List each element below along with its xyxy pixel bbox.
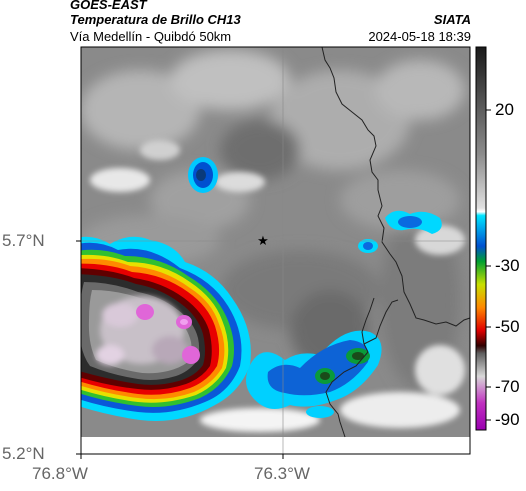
axis-ticks: [76, 240, 284, 459]
colorbar-tick-label: -70: [495, 377, 520, 396]
colorbar-tick-label: -90: [495, 410, 520, 429]
map-frame: [80, 46, 471, 455]
datetime-label: 2024-05-18 18:39: [368, 29, 471, 44]
satellite-title: GOES-EAST: [70, 0, 147, 12]
colorbar-tick-label: -50: [495, 317, 520, 336]
lat-label: 5.2°N: [2, 444, 45, 463]
colorbar-tick-label: -30: [495, 256, 520, 275]
lon-label: 76.3°W: [254, 464, 310, 483]
border-lines: [321, 46, 471, 438]
lon-label: 76.8°W: [32, 464, 88, 483]
product-title: Temperatura de Brillo CH13: [70, 12, 241, 27]
colorbar: [475, 46, 487, 431]
colorbar-tick-label: 20: [495, 100, 514, 119]
cloud-imagery: [81, 47, 470, 437]
star-icon: ★: [257, 233, 269, 248]
grid-lines: [81, 47, 470, 454]
colorbar-ticks: [486, 109, 491, 421]
lat-label: 5.7°N: [2, 231, 45, 250]
agency-label: SIATA: [433, 12, 471, 27]
region-subtitle: Vía Medellín - Quibdó 50km: [70, 29, 232, 44]
